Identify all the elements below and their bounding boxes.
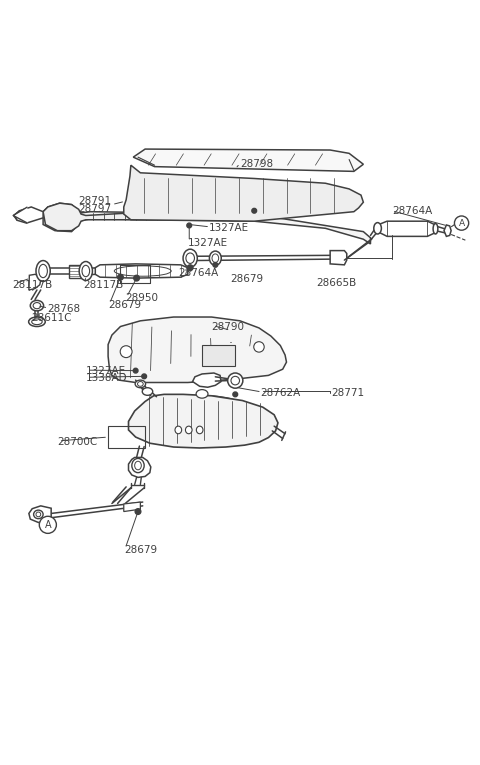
- Circle shape: [252, 208, 257, 213]
- Ellipse shape: [209, 251, 221, 265]
- Text: 28797: 28797: [79, 203, 112, 214]
- Circle shape: [455, 216, 468, 230]
- Text: A: A: [458, 219, 465, 227]
- Text: 1327AE: 1327AE: [86, 366, 126, 376]
- Text: 28117B: 28117B: [12, 280, 52, 290]
- Circle shape: [233, 392, 238, 397]
- Polygon shape: [43, 203, 188, 231]
- Polygon shape: [29, 506, 51, 522]
- Polygon shape: [13, 207, 27, 223]
- Ellipse shape: [186, 253, 194, 263]
- Polygon shape: [29, 275, 41, 290]
- Circle shape: [187, 223, 192, 228]
- Polygon shape: [43, 203, 371, 244]
- Circle shape: [134, 275, 139, 281]
- Ellipse shape: [374, 223, 382, 234]
- Ellipse shape: [254, 342, 264, 352]
- Ellipse shape: [120, 346, 132, 357]
- Text: 1327AE: 1327AE: [209, 223, 249, 233]
- Ellipse shape: [33, 302, 41, 309]
- Ellipse shape: [142, 388, 153, 396]
- Ellipse shape: [196, 426, 203, 434]
- Polygon shape: [108, 317, 287, 382]
- Text: 28611C: 28611C: [31, 313, 72, 323]
- Ellipse shape: [228, 373, 243, 388]
- Circle shape: [187, 265, 193, 271]
- Polygon shape: [129, 395, 278, 448]
- Ellipse shape: [39, 265, 48, 278]
- Polygon shape: [69, 265, 81, 278]
- Polygon shape: [124, 165, 363, 221]
- Ellipse shape: [135, 380, 145, 388]
- Polygon shape: [444, 225, 451, 236]
- Text: 28665B: 28665B: [316, 278, 356, 288]
- Polygon shape: [96, 264, 188, 278]
- Text: 28679: 28679: [124, 545, 157, 555]
- Text: A: A: [45, 520, 51, 530]
- Ellipse shape: [79, 262, 93, 281]
- Ellipse shape: [34, 510, 43, 519]
- Ellipse shape: [137, 382, 143, 386]
- Ellipse shape: [132, 458, 144, 473]
- Polygon shape: [378, 221, 435, 236]
- Text: 28768: 28768: [47, 304, 80, 314]
- Text: 28679: 28679: [230, 274, 264, 284]
- Circle shape: [135, 509, 141, 514]
- Text: 28950: 28950: [125, 293, 158, 303]
- Ellipse shape: [433, 223, 438, 234]
- Circle shape: [118, 275, 123, 280]
- Text: 28764A: 28764A: [179, 269, 218, 278]
- Text: 28791: 28791: [79, 197, 112, 207]
- Polygon shape: [330, 251, 347, 265]
- Ellipse shape: [175, 426, 181, 434]
- Text: 28700C: 28700C: [57, 437, 97, 447]
- Ellipse shape: [30, 301, 44, 311]
- Polygon shape: [14, 207, 43, 223]
- Text: 28790: 28790: [212, 321, 244, 331]
- Polygon shape: [192, 373, 221, 387]
- Text: 1338AD: 1338AD: [86, 373, 127, 383]
- Text: 1327AE: 1327AE: [188, 238, 228, 248]
- Text: 28117B: 28117B: [84, 280, 124, 290]
- Ellipse shape: [196, 389, 208, 398]
- Ellipse shape: [212, 254, 219, 262]
- Polygon shape: [133, 149, 363, 171]
- Circle shape: [213, 262, 218, 267]
- Polygon shape: [124, 502, 140, 512]
- Circle shape: [133, 368, 138, 373]
- Ellipse shape: [32, 319, 42, 324]
- Text: 28679: 28679: [108, 300, 141, 310]
- Circle shape: [39, 516, 56, 533]
- Ellipse shape: [29, 317, 45, 327]
- Polygon shape: [129, 457, 151, 477]
- Ellipse shape: [82, 265, 90, 277]
- Ellipse shape: [183, 249, 197, 267]
- Text: 28798: 28798: [240, 159, 273, 169]
- Circle shape: [142, 374, 146, 379]
- Ellipse shape: [135, 461, 141, 470]
- Ellipse shape: [36, 261, 50, 282]
- Polygon shape: [202, 344, 235, 366]
- Text: 28771: 28771: [331, 388, 364, 398]
- Text: 28764A: 28764A: [392, 206, 432, 216]
- Ellipse shape: [231, 376, 240, 385]
- Text: 28762A: 28762A: [261, 388, 300, 398]
- Ellipse shape: [36, 512, 41, 517]
- Ellipse shape: [185, 426, 192, 434]
